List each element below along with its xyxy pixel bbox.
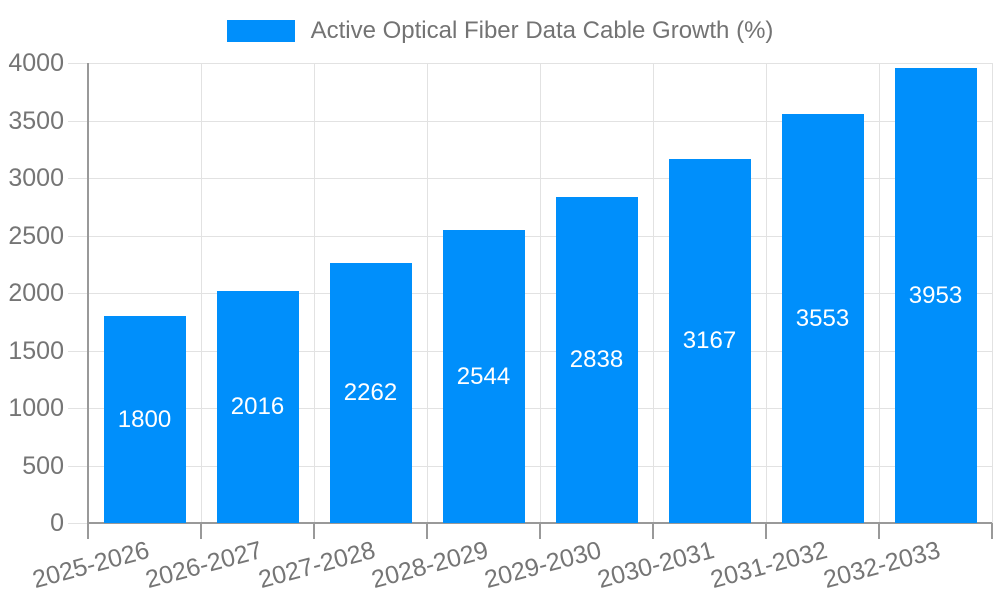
x-axis-tick xyxy=(652,523,654,539)
y-axis-tick-label: 2000 xyxy=(8,279,64,307)
bar-value-label: 1800 xyxy=(117,405,172,433)
y-axis-tick-label: 1000 xyxy=(8,394,64,422)
y-axis-tick-label: 2500 xyxy=(8,221,64,250)
x-axis-tick xyxy=(539,523,541,539)
x-axis-tick xyxy=(200,523,202,539)
x-axis-tick xyxy=(878,523,880,539)
x-axis-tick xyxy=(313,523,315,539)
bar-2030-2031[interactable]: 3167 xyxy=(668,158,751,523)
x-axis-tick xyxy=(991,523,993,539)
bar-2025-2026[interactable]: 1800 xyxy=(103,316,186,523)
y-axis-tick-label: 1500 xyxy=(8,336,64,365)
y-gridline xyxy=(68,350,992,352)
bar-value-label: 2544 xyxy=(456,362,511,390)
legend-swatch-icon xyxy=(226,20,295,42)
y-gridline xyxy=(68,120,992,122)
y-gridline xyxy=(68,465,992,467)
y-axis-tick-label: 4000 xyxy=(8,49,64,77)
bar-2029-2030[interactable]: 2838 xyxy=(555,196,638,523)
bar-2031-2032[interactable]: 3553 xyxy=(781,114,864,523)
y-axis-line xyxy=(87,63,89,523)
bar-2028-2029[interactable]: 2544 xyxy=(442,230,525,523)
bar-value-label: 3167 xyxy=(682,326,737,354)
bar-value-label: 2016 xyxy=(230,393,285,421)
x-gridline xyxy=(879,63,880,523)
chart-legend: Active Optical Fiber Data Cable Growth (… xyxy=(0,14,1000,48)
bar-value-label: 2262 xyxy=(343,378,398,406)
bar-2027-2028[interactable]: 2262 xyxy=(329,262,412,523)
x-gridline xyxy=(766,63,767,523)
y-axis-tick-label: 500 xyxy=(22,451,64,480)
y-gridline xyxy=(68,235,992,237)
y-axis-tick-label: 3000 xyxy=(8,164,64,192)
x-gridline xyxy=(427,63,428,523)
bar-2026-2027[interactable]: 2016 xyxy=(216,291,299,523)
bar-2032-2033[interactable]: 3953 xyxy=(894,68,977,523)
x-gridline xyxy=(314,63,315,523)
bar-value-label: 2838 xyxy=(569,345,624,373)
y-gridline xyxy=(68,408,992,409)
y-axis-tick-label: 3500 xyxy=(8,106,64,135)
x-axis-tick xyxy=(87,523,89,539)
bar-value-label: 3553 xyxy=(795,304,850,332)
x-axis-tick xyxy=(426,523,428,539)
y-gridline xyxy=(68,293,992,294)
legend-item[interactable]: Active Optical Fiber Data Cable Growth (… xyxy=(226,17,774,45)
bar-value-label: 3953 xyxy=(908,281,963,309)
x-gridline xyxy=(992,63,993,523)
x-gridline xyxy=(201,63,202,523)
y-axis-tick-label: 0 xyxy=(50,509,64,537)
x-gridline xyxy=(540,63,541,523)
y-gridline xyxy=(68,63,992,64)
y-gridline xyxy=(68,178,992,179)
legend-series-label: Active Optical Fiber Data Cable Growth (… xyxy=(310,17,774,44)
x-axis-tick xyxy=(765,523,767,539)
x-gridline xyxy=(653,63,654,523)
